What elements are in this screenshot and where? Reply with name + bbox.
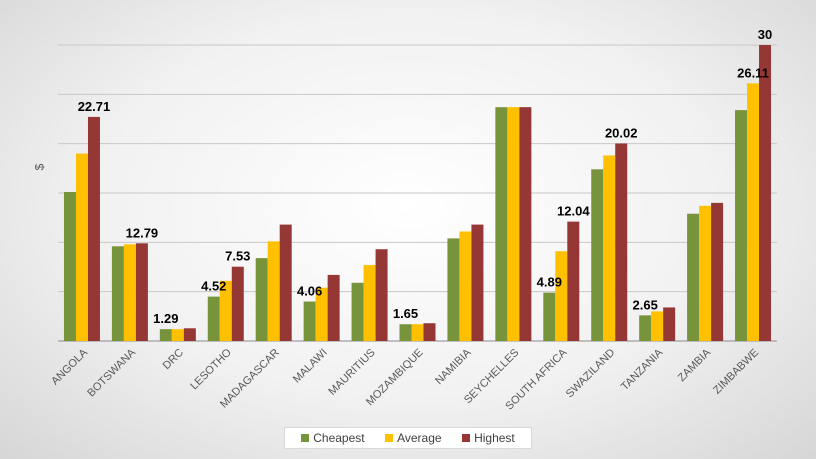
x-tick-label: ANGOLA <box>49 346 90 387</box>
bar-highest <box>279 224 292 341</box>
bar-average <box>507 107 520 341</box>
bar-highest <box>663 307 676 341</box>
x-tick-label: ZIMBABWE <box>711 347 761 397</box>
data-label: 22.71 <box>78 99 111 114</box>
bar-cheapest <box>447 238 460 341</box>
data-label: 12.04 <box>557 204 590 219</box>
x-tick-label: MALAWI <box>291 347 330 386</box>
bar-cheapest <box>303 301 316 341</box>
x-tick-label: TANZANIA <box>619 346 666 393</box>
data-label: 30 <box>758 27 772 42</box>
x-tick-label: LESOTHO <box>188 346 234 392</box>
bar-highest <box>87 116 100 341</box>
bar-highest <box>327 274 340 341</box>
bar-average <box>267 241 280 341</box>
data-label: 4.52 <box>201 279 226 294</box>
bar-highest <box>375 249 388 341</box>
bar-cheapest <box>543 292 556 341</box>
bar-average <box>123 244 136 341</box>
data-label: 1.65 <box>393 306 418 321</box>
x-tick-label: NAMIBIA <box>433 346 474 387</box>
bar-average <box>555 251 568 341</box>
legend-swatch <box>462 434 471 442</box>
x-tick-label: MAURITIUS <box>326 347 377 398</box>
bar-cheapest <box>591 169 604 341</box>
bar-cheapest <box>495 107 508 341</box>
data-label: 20.02 <box>605 125 638 140</box>
legend-item-average: Average <box>385 431 442 445</box>
bar-highest <box>231 266 244 341</box>
bar-highest <box>135 243 148 341</box>
bar-cheapest <box>111 246 124 341</box>
bar-highest <box>471 224 484 341</box>
data-label: 4.06 <box>297 284 322 299</box>
x-tick-label: DRC <box>161 347 186 372</box>
bar-cheapest <box>639 315 652 341</box>
legend-label: Average <box>397 431 442 445</box>
x-tick-label: BOTSWANA <box>85 346 138 399</box>
bar-cheapest <box>159 329 172 341</box>
bar-cheapest <box>399 324 412 341</box>
bar-average <box>75 153 88 341</box>
data-label: 12.79 <box>126 225 159 240</box>
bar-average <box>459 231 472 341</box>
bar-highest <box>759 45 772 341</box>
bar-cheapest <box>687 213 700 341</box>
legend-label: Highest <box>474 431 515 445</box>
bar-average <box>171 329 184 341</box>
bar-highest <box>711 202 724 341</box>
data-label: 26.11 <box>737 65 769 80</box>
data-label: 2.65 <box>633 297 658 312</box>
bar-cheapest <box>207 296 220 341</box>
legend-swatch <box>385 434 394 442</box>
data-label: 7.53 <box>225 249 250 264</box>
legend-item-highest: Highest <box>462 431 515 445</box>
bar-average <box>411 324 424 341</box>
y-axis-label: $ <box>32 163 47 171</box>
data-label: 4.89 <box>537 275 562 290</box>
data-label: 1.29 <box>153 311 178 326</box>
legend-item-cheapest: Cheapest <box>301 431 365 445</box>
bar-average <box>315 287 328 341</box>
legend-label: Cheapest <box>313 431 365 445</box>
bar-cheapest <box>351 282 364 341</box>
bar-cheapest <box>735 110 748 342</box>
bar-average <box>747 83 760 341</box>
bar-cheapest <box>63 192 76 341</box>
bar-highest <box>423 323 436 341</box>
legend-swatch <box>301 434 310 442</box>
bar-average <box>219 280 232 341</box>
bar-average <box>363 265 376 341</box>
bar-average <box>651 311 664 341</box>
bar-highest <box>615 143 628 341</box>
bar-average <box>699 205 712 341</box>
legend: Cheapest Average Highest <box>284 427 532 449</box>
x-tick-label: ZAMBIA <box>676 346 714 384</box>
bar-cheapest <box>255 258 268 341</box>
bar-highest <box>183 328 196 341</box>
x-tick-label: SWAZILAND <box>564 347 618 401</box>
bar-highest <box>519 107 532 341</box>
bar-highest <box>567 221 580 341</box>
bar-average <box>603 155 616 341</box>
